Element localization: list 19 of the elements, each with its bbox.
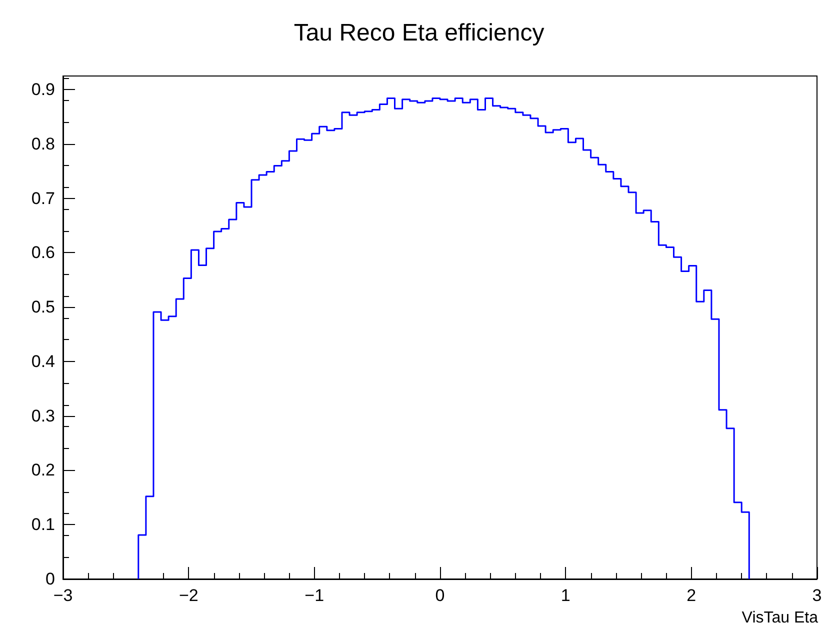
- x-tick-label: 3: [812, 586, 822, 605]
- x-tick-label: 0: [435, 586, 445, 605]
- x-tick-label: −3: [53, 586, 73, 605]
- x-tick-label: 1: [560, 586, 570, 605]
- y-tick-label: 0.1: [31, 515, 55, 534]
- y-tick-label: 0.2: [31, 460, 55, 480]
- x-tick-label: 2: [686, 586, 696, 605]
- y-tick-label: 0.3: [31, 406, 55, 426]
- x-tick-label: −2: [178, 586, 198, 605]
- y-tick-label: 0: [46, 570, 55, 588]
- x-axis-title: VisTau Eta: [742, 610, 818, 626]
- y-tick-label: 0.7: [31, 188, 55, 208]
- y-tick-label: 0.8: [31, 134, 55, 154]
- x-tick-label: −1: [304, 586, 324, 605]
- chart-title: Tau Reco Eta efficiency: [294, 20, 544, 46]
- y-tick-label: 0.9: [31, 80, 55, 100]
- y-tick-label: 0.6: [31, 243, 55, 262]
- y-tick-label: 0.5: [31, 298, 55, 317]
- y-tick-label: 0.4: [31, 352, 55, 371]
